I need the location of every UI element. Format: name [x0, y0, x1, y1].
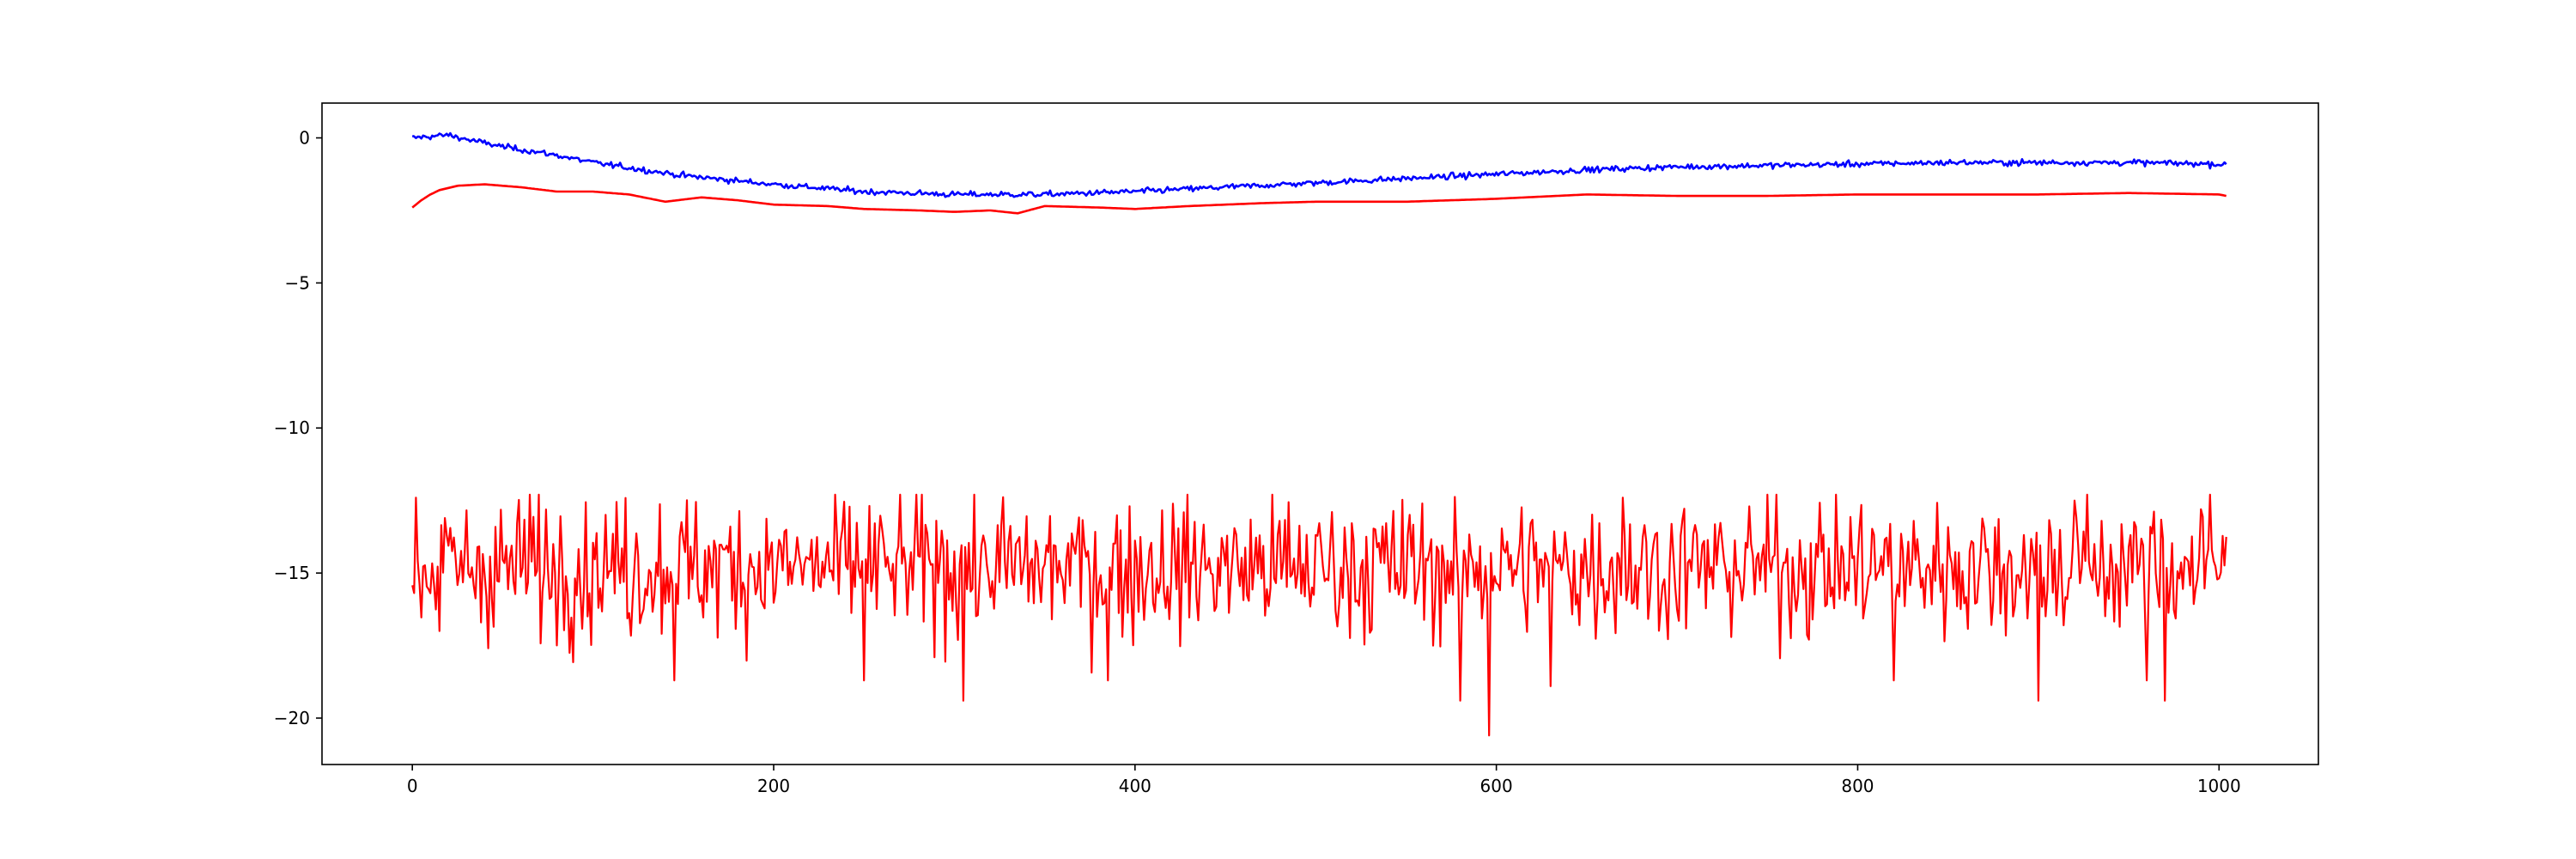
plot-frame [321, 102, 2319, 765]
y-tick-label: −5 [285, 272, 310, 293]
series-layer [411, 131, 2227, 737]
x-tick-label: 400 [1119, 776, 1151, 796]
y-tick-label: −10 [274, 417, 310, 438]
y-tick-label: −20 [274, 708, 310, 728]
x-tick-label: 1000 [2197, 776, 2241, 796]
x-tick-label: 200 [757, 776, 790, 796]
series-line-3 [411, 493, 2227, 737]
x-tick-label: 800 [1841, 776, 1874, 796]
y-tick-label: 0 [299, 128, 310, 149]
x-tick-label: 0 [407, 776, 418, 796]
x-tick-label: 600 [1480, 776, 1513, 796]
series-line-2 [411, 183, 2227, 215]
axis-layer: 0 200 400 600 800 1000 0 −5 −10 −15 −20 [274, 128, 2241, 796]
y-tick-label: −15 [274, 563, 310, 583]
series-line-1 [411, 131, 2227, 198]
